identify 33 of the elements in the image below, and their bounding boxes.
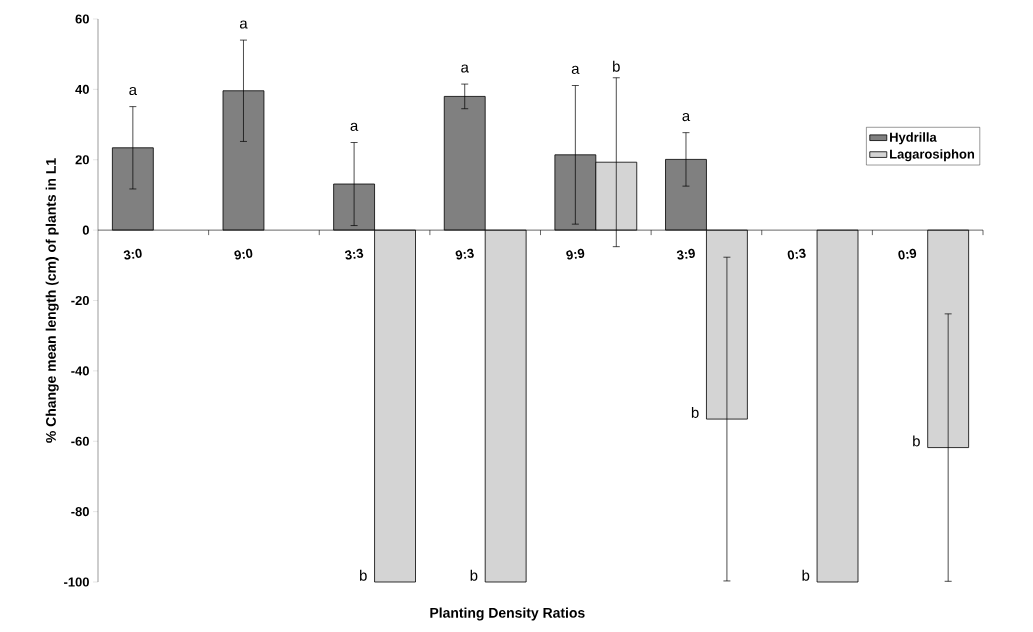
- x-tick-label: 3:0: [123, 248, 142, 260]
- legend-label: Lagarosiphon: [890, 149, 975, 162]
- x-axis-title: Planting Density Ratios: [430, 607, 585, 621]
- data-label: b: [691, 406, 699, 418]
- annotation: a: [129, 86, 138, 96]
- x-tick-label: 0:9: [898, 248, 917, 260]
- legend-label: Hydrilla: [890, 132, 937, 145]
- x-tick-label: 9:0: [234, 248, 253, 260]
- annotation: a: [239, 20, 248, 29]
- annotation: b: [613, 60, 620, 72]
- y-tick-label: 0: [82, 225, 89, 235]
- data-label: b: [802, 569, 810, 581]
- data-label: b: [913, 435, 920, 447]
- x-tick-label: 9:3: [455, 248, 474, 260]
- x-tick-label: 3:9: [676, 248, 695, 260]
- annotation: a: [461, 64, 469, 73]
- x-tick-label: 9:9: [566, 248, 585, 260]
- y-tick-label: 60: [75, 14, 89, 24]
- y-tick-label: 20: [75, 155, 89, 165]
- y-tick-label: -100: [64, 577, 89, 587]
- y-tick-label: -40: [71, 366, 89, 376]
- y-tick-label: 40: [75, 84, 89, 94]
- y-tick-label: -20: [71, 295, 89, 306]
- data-label: b: [360, 569, 367, 581]
- y-tick-label: -60: [71, 436, 89, 446]
- data-label: b: [470, 569, 478, 581]
- y-axis-title: % Change mean length (cm) of plants in L1: [45, 158, 59, 443]
- annotation: a: [682, 112, 691, 122]
- annotation: a: [571, 65, 580, 74]
- x-tick-label: 0:3: [787, 248, 806, 260]
- annotation: a: [350, 122, 359, 131]
- y-tick-label: -80: [71, 507, 89, 517]
- x-tick-label: 3:3: [344, 248, 364, 260]
